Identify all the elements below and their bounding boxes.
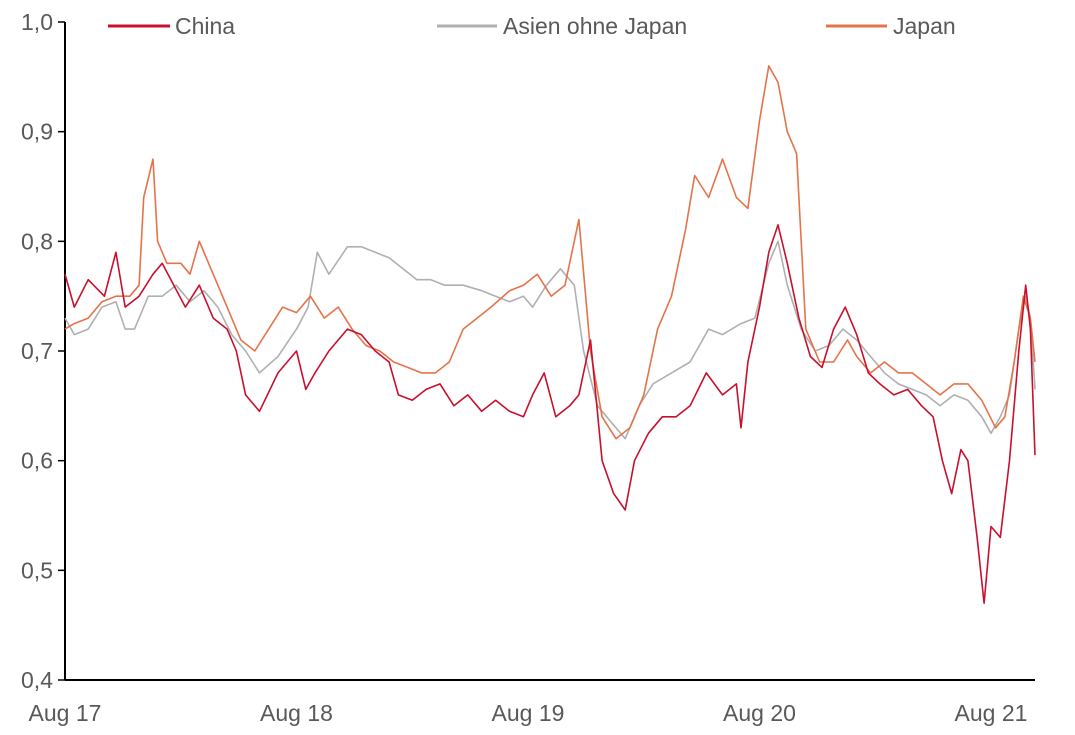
x-tick-label: Aug 17 [29, 700, 102, 726]
x-tick-label: Aug 21 [955, 700, 1028, 726]
x-tick-label: Aug 20 [723, 700, 796, 726]
y-tick-label: 0,6 [21, 448, 53, 474]
legend: China Asien ohne Japan Japan [108, 13, 956, 39]
x-tick-label: Aug 18 [260, 700, 333, 726]
x-tick-label: Aug 19 [492, 700, 565, 726]
y-tick-label: 0,9 [21, 119, 53, 145]
legend-label: Japan [893, 13, 956, 39]
legend-label: China [175, 13, 235, 39]
series-line-china [64, 224, 1036, 604]
y-tick-label: 1,0 [21, 9, 53, 35]
x-axis: Aug 17 Aug 18 Aug 19 Aug 20 Aug 21 [29, 679, 1035, 726]
legend-label: Asien ohne Japan [503, 13, 687, 39]
legend-item-asien-ohne-japan: Asien ohne Japan [437, 13, 687, 39]
y-axis: 0,4 0,5 0,6 0,7 0,8 0,9 1,0 [21, 9, 66, 693]
y-tick-label: 0,8 [21, 228, 53, 254]
y-tick-label: 0,5 [21, 557, 53, 583]
series-line-asien-ohne-japan [64, 240, 1036, 440]
series-layer [64, 65, 1036, 604]
legend-item-japan: Japan [826, 13, 956, 39]
y-tick-label: 0,4 [21, 667, 53, 693]
y-tick-label: 0,7 [21, 338, 53, 364]
legend-item-china: China [108, 13, 235, 39]
series-line-japan [64, 65, 1036, 440]
